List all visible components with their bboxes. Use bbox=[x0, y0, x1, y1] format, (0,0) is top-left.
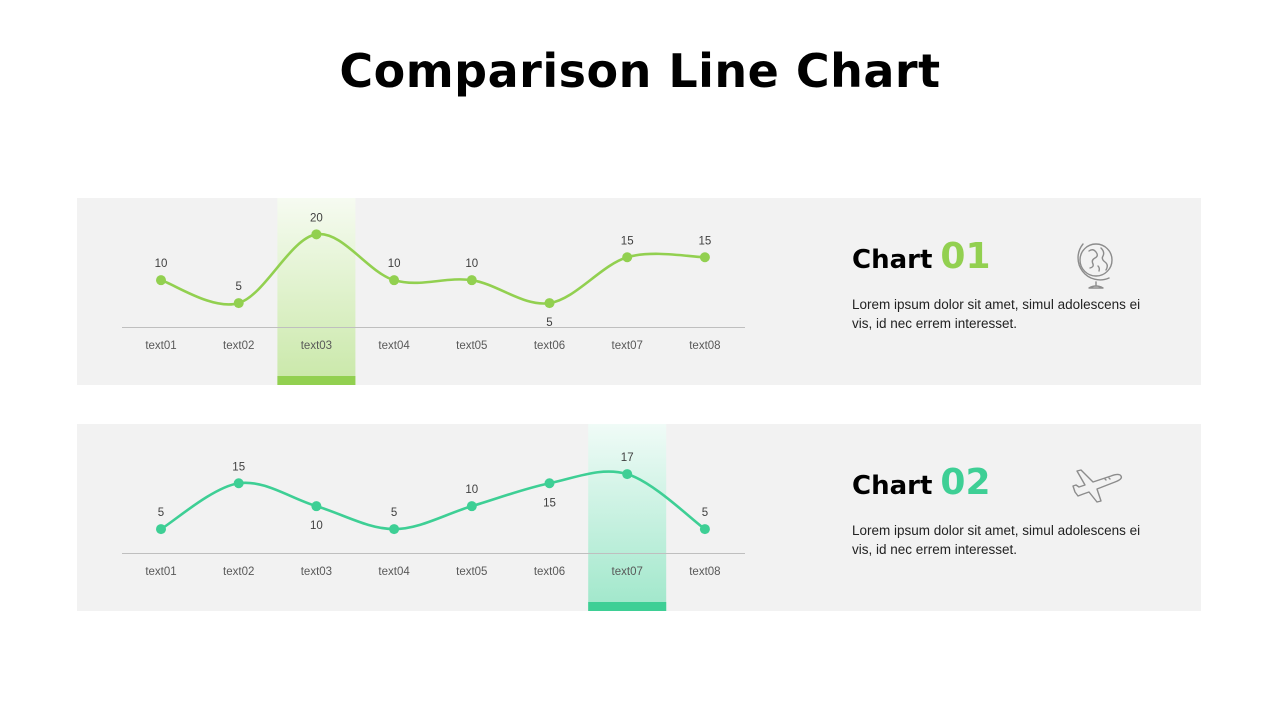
data-point bbox=[466, 275, 477, 286]
chart-description-01: Lorem ipsum dolor sit amet, simul adoles… bbox=[852, 297, 1141, 331]
series-line bbox=[160, 233, 705, 306]
chart-heading-label: Chart bbox=[852, 245, 933, 275]
x-tick-label: text07 bbox=[612, 340, 643, 352]
data-point bbox=[699, 524, 710, 535]
chart-description-02: Lorem ipsum dolor sit amet, simul adoles… bbox=[852, 523, 1141, 557]
data-label: 5 bbox=[158, 507, 164, 519]
x-tick-label: text04 bbox=[378, 340, 410, 352]
chart-heading-number: 02 bbox=[940, 462, 991, 503]
line-chart-02: 5 text01 15 text02 10 text03 5 text04 10 text05 15… bbox=[122, 424, 745, 611]
data-point bbox=[466, 501, 477, 512]
x-tick-label: text01 bbox=[145, 566, 176, 578]
x-tick-label: text08 bbox=[689, 566, 720, 578]
x-tick-label: text08 bbox=[689, 340, 720, 352]
data-label: 15 bbox=[232, 461, 245, 473]
x-tick-label: text06 bbox=[534, 566, 565, 578]
data-point bbox=[544, 298, 555, 309]
chart-panel-02: 5 text01 15 text02 10 text03 5 text04 10 text05 15… bbox=[77, 424, 1201, 611]
chart-heading-number: 01 bbox=[940, 236, 991, 277]
x-tick-label: text04 bbox=[378, 566, 410, 578]
x-tick-label: text07 bbox=[612, 566, 643, 578]
page-title: Comparison Line Chart bbox=[339, 44, 941, 98]
data-label: 10 bbox=[155, 258, 168, 270]
x-tick-label: text03 bbox=[301, 340, 332, 352]
data-label: 17 bbox=[621, 452, 634, 464]
data-label: 5 bbox=[235, 281, 241, 293]
data-point bbox=[389, 524, 400, 535]
chart-panel-01: 10 text01 5 text02 20 text03 10 text04 10 text05 5… bbox=[77, 198, 1201, 385]
data-label: 10 bbox=[465, 258, 478, 270]
chart-heading-01: Chart 01 bbox=[852, 236, 991, 277]
data-label: 15 bbox=[699, 235, 712, 247]
highlight-bar bbox=[277, 376, 356, 385]
x-tick-label: text01 bbox=[145, 340, 176, 352]
globe-icon bbox=[1077, 243, 1113, 289]
data-point bbox=[699, 252, 710, 263]
highlight-bar bbox=[588, 602, 667, 611]
x-tick-label: text06 bbox=[534, 340, 565, 352]
data-label: 10 bbox=[388, 258, 401, 270]
data-point bbox=[544, 478, 555, 489]
highlight-column bbox=[588, 424, 667, 611]
data-label: 15 bbox=[543, 497, 556, 509]
data-point bbox=[311, 229, 322, 240]
data-label: 10 bbox=[310, 520, 323, 532]
data-point bbox=[156, 275, 166, 286]
data-point bbox=[311, 501, 322, 512]
data-label: 10 bbox=[465, 484, 478, 496]
x-tick-label: text03 bbox=[301, 566, 332, 578]
highlight-column bbox=[277, 198, 356, 385]
data-label: 5 bbox=[702, 507, 708, 519]
x-tick-label: text05 bbox=[456, 340, 487, 352]
data-label: 5 bbox=[546, 317, 552, 329]
x-tick-label: text05 bbox=[456, 566, 487, 578]
chart-heading-label: Chart bbox=[852, 471, 933, 501]
data-label: 15 bbox=[621, 235, 634, 247]
data-point bbox=[156, 524, 166, 535]
series-line bbox=[160, 470, 706, 531]
data-point bbox=[622, 469, 633, 480]
data-label: 20 bbox=[310, 212, 323, 224]
airplane-icon bbox=[1072, 469, 1123, 503]
data-point bbox=[233, 478, 244, 489]
chart-heading-02: Chart 02 bbox=[852, 462, 991, 503]
x-tick-label: text02 bbox=[223, 566, 254, 578]
data-point bbox=[233, 298, 244, 309]
data-point bbox=[622, 252, 633, 263]
data-label: 5 bbox=[391, 507, 397, 519]
x-tick-label: text02 bbox=[223, 340, 254, 352]
data-point bbox=[389, 275, 400, 286]
line-chart-01: 10 text01 5 text02 20 text03 10 text04 10 text05 5… bbox=[122, 198, 745, 385]
